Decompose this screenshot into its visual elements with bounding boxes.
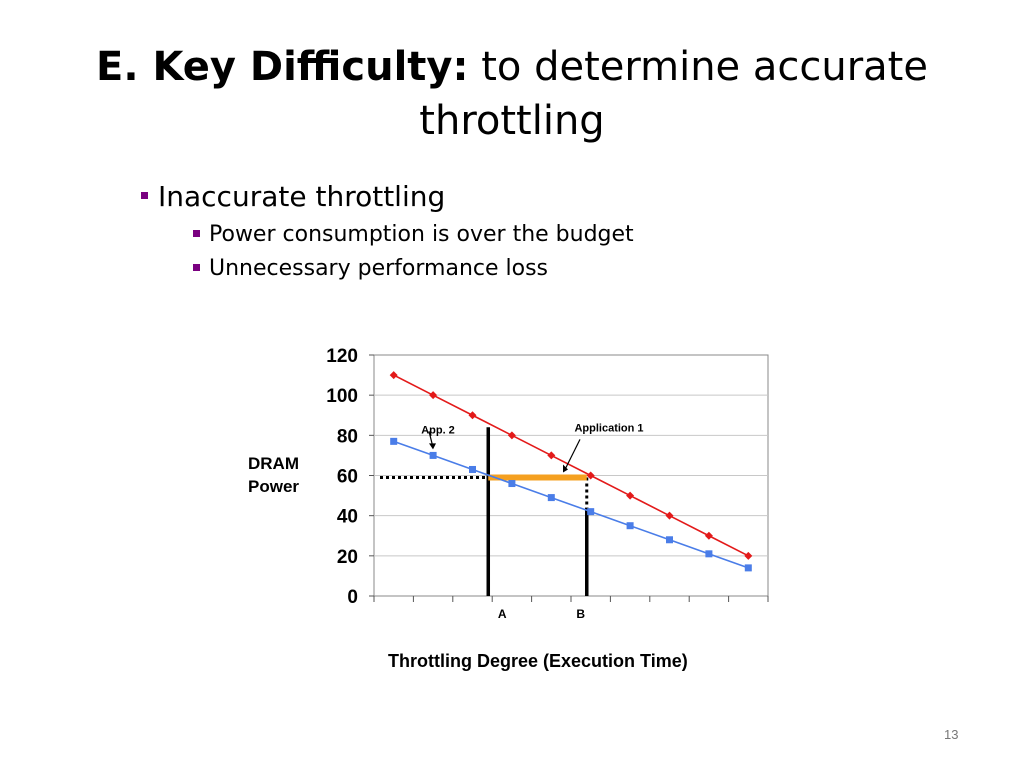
series-label-app-2: App. 2 [421,424,455,436]
bullet-square-icon [193,230,200,237]
data-point [508,480,516,488]
y-tick-label: 40 [337,507,358,528]
bullet-list: Inaccurate throttling Power consumption … [0,0,1024,300]
data-point [547,451,556,460]
sub-bullet-performance-loss: Unnecessary performance loss [209,256,549,281]
data-point [586,471,595,480]
data-point [390,437,398,445]
y-tick-label: 0 [347,587,358,608]
bullet-inaccurate-throttling: Inaccurate throttling [158,180,446,213]
y-tick-label: 60 [337,467,358,488]
data-point [744,551,753,560]
series-line-application-1 [393,374,749,557]
data-point [626,522,634,530]
data-point [587,508,595,516]
data-point [389,371,398,380]
arrowhead-application-1 [563,464,568,473]
data-point [626,491,635,500]
series-label-application-1: Application 1 [574,422,643,434]
data-point [705,550,713,558]
y-tick-label: 100 [326,386,358,407]
data-point [704,531,713,540]
data-point [666,536,673,544]
slide-title: E. Key Difficulty: to determine accurate… [0,40,1024,148]
y-axis-label: DRAM Power [248,452,318,498]
data-point [429,391,438,400]
arrowhead-app-2 [429,443,436,450]
bullet-square-icon [193,264,200,271]
data-point [547,494,555,502]
data-point [469,465,476,473]
sub-bullet-power-over-budget: Power consumption is over the budget [209,222,634,247]
page-number: 13 [944,727,959,742]
y-tick-label: 80 [337,426,358,447]
marker-label-b: B [576,607,585,621]
data-point [507,431,516,440]
series-line-app-2 [393,440,749,569]
x-axis-label: Throttling Degree (Execution Time) [388,651,688,671]
data-point [468,411,477,420]
y-tick-label: 20 [337,547,358,568]
bullet-square-icon [141,192,148,199]
slide-title-bold: E. Key Difficulty: [96,44,469,90]
data-point [665,511,674,520]
data-point [744,564,752,572]
arrow-application-1 [564,439,581,470]
data-point [429,451,437,459]
marker-label-a: A [498,607,507,621]
slide-title-rest: to determine accurate throttling [419,44,928,144]
y-axis-label-text: DRAM Power [248,454,300,496]
y-tick-label: 120 [326,346,358,367]
